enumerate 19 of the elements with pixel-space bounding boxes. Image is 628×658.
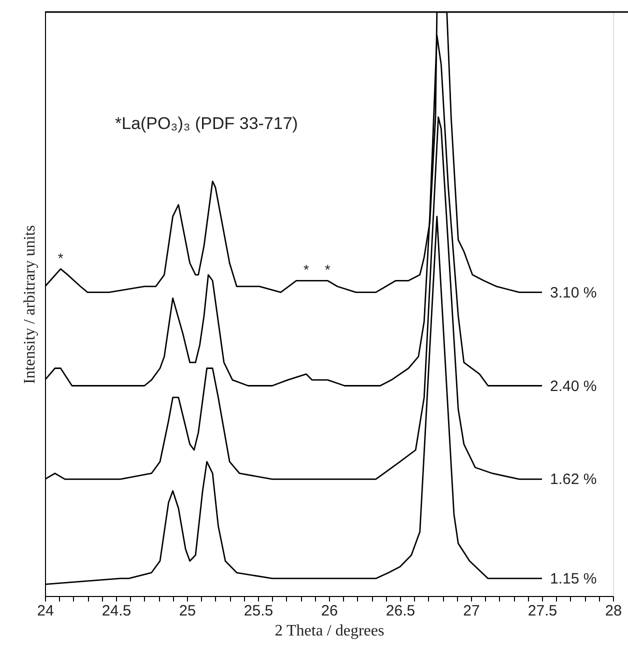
series-label: 1.15 % (550, 570, 597, 588)
annotation: * (324, 262, 331, 278)
y-axis-title: Intensity / arbitrary units (22, 225, 38, 384)
x-axis-title: 2 Theta / degrees (274, 622, 384, 640)
x-tick-label: 27.5 (528, 602, 558, 620)
annotation: * (304, 262, 310, 278)
series-label: 3.10 % (550, 284, 597, 302)
x-tick-label: 24.5 (102, 602, 132, 620)
x-tick-label: 28 (605, 602, 622, 620)
x-tick-label: 27 (463, 602, 480, 620)
x-tick-label: 25.5 (244, 602, 274, 620)
x-tick-label: 26 (321, 602, 338, 620)
x-tick-label: 24 (37, 602, 54, 620)
annotation: * (58, 250, 64, 266)
annotation: *La(PO₃)₃ (PDF 33-717) (115, 114, 298, 133)
x-tick-label: 26.5 (386, 602, 416, 620)
x-tick-label: 25 (179, 602, 196, 620)
series-label: 2.40 % (550, 378, 597, 395)
series-label: 1.62 % (550, 471, 597, 488)
